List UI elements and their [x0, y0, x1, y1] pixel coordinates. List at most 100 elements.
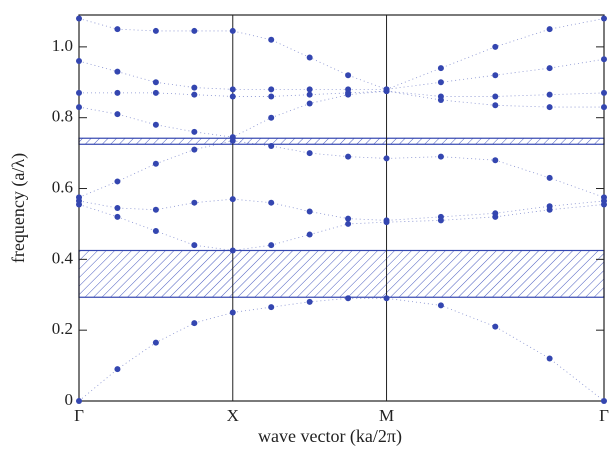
band-point — [114, 213, 121, 220]
band-point — [191, 128, 198, 135]
band-point — [492, 43, 499, 50]
band-point — [229, 309, 236, 316]
band-point — [229, 247, 236, 254]
band-line — [78, 297, 605, 402]
band-point — [76, 398, 82, 404]
band-point — [546, 91, 553, 98]
band-point — [345, 86, 352, 93]
band-point — [601, 194, 607, 201]
band-point — [191, 146, 198, 153]
band-point — [306, 86, 313, 93]
band-point — [492, 157, 499, 164]
band-gap — [78, 249, 605, 298]
x-tick-label: Γ — [74, 406, 84, 425]
plot-frame — [78, 14, 605, 402]
band-point — [306, 298, 313, 305]
band-point — [345, 220, 352, 227]
x-axis-title: wave vector (ka/2π) — [258, 426, 402, 447]
band-point — [191, 27, 198, 34]
band-point — [345, 72, 352, 79]
band-point — [601, 398, 607, 404]
band-point — [492, 72, 499, 79]
band-point — [601, 104, 607, 111]
x-tick-label: M — [379, 406, 394, 425]
band-point — [601, 89, 607, 96]
band-point — [492, 210, 499, 217]
band-point — [152, 27, 159, 34]
band-point — [345, 295, 352, 302]
y-tick-label: 0.6 — [52, 177, 73, 196]
band-point — [492, 93, 499, 100]
band-point — [76, 89, 82, 96]
band-point — [152, 121, 159, 128]
band-point — [229, 134, 236, 141]
band-point — [114, 68, 121, 75]
band-point — [345, 215, 352, 222]
x-tick-label: Γ — [599, 406, 609, 425]
band-point — [268, 242, 275, 249]
band-point — [306, 208, 313, 215]
band-point — [76, 104, 82, 111]
band-point — [546, 174, 553, 181]
band-line — [78, 58, 605, 90]
band-point — [383, 86, 390, 93]
y-tick-label: 1.0 — [52, 36, 73, 55]
band-point — [229, 93, 236, 100]
band-point — [268, 143, 275, 150]
y-tick-label: 0 — [65, 390, 74, 409]
band-point — [191, 84, 198, 91]
band-point — [191, 91, 198, 98]
y-tick-label: 0.8 — [52, 107, 73, 126]
band-point — [76, 58, 82, 65]
band-point — [546, 203, 553, 210]
band-point — [191, 242, 198, 249]
band-point — [437, 65, 444, 72]
band-point — [437, 213, 444, 220]
y-axis-title: frequency (a/λ) — [8, 153, 29, 263]
band-point — [229, 27, 236, 34]
band-point — [229, 196, 236, 203]
band-point — [306, 91, 313, 98]
band-point — [601, 15, 607, 22]
band-point — [383, 217, 390, 224]
band-point — [114, 26, 121, 33]
band-point — [114, 205, 121, 211]
band-point — [383, 295, 390, 302]
y-tick-label: 0.4 — [52, 248, 74, 267]
band-point — [229, 86, 236, 93]
band-point — [152, 339, 159, 346]
band-point — [114, 89, 121, 96]
band-point — [437, 302, 444, 309]
band-point — [191, 199, 198, 206]
band-point — [268, 114, 275, 121]
band-point — [437, 93, 444, 100]
band-point — [601, 56, 607, 63]
band-point — [76, 194, 82, 201]
band-point — [492, 323, 499, 330]
band-point — [437, 153, 444, 160]
band-point — [268, 199, 275, 206]
band-point — [306, 54, 313, 61]
band-point — [268, 93, 275, 100]
band-point — [546, 104, 553, 111]
band-point — [114, 178, 121, 185]
band-point — [152, 160, 159, 167]
band-point — [306, 150, 313, 157]
band-point — [306, 231, 313, 238]
band-point — [191, 320, 198, 327]
band-point — [437, 79, 444, 86]
band-point — [114, 366, 121, 373]
band-point — [492, 102, 499, 109]
band-point — [306, 100, 313, 107]
band-point — [546, 65, 553, 72]
band-point — [546, 355, 553, 362]
y-tick-label: 0.2 — [52, 319, 73, 338]
band-line — [78, 90, 604, 138]
band-point — [152, 228, 159, 235]
band-point — [152, 89, 159, 96]
band-point — [268, 86, 275, 93]
band-point — [152, 206, 159, 213]
band-point — [345, 153, 352, 160]
band-point — [76, 15, 82, 22]
